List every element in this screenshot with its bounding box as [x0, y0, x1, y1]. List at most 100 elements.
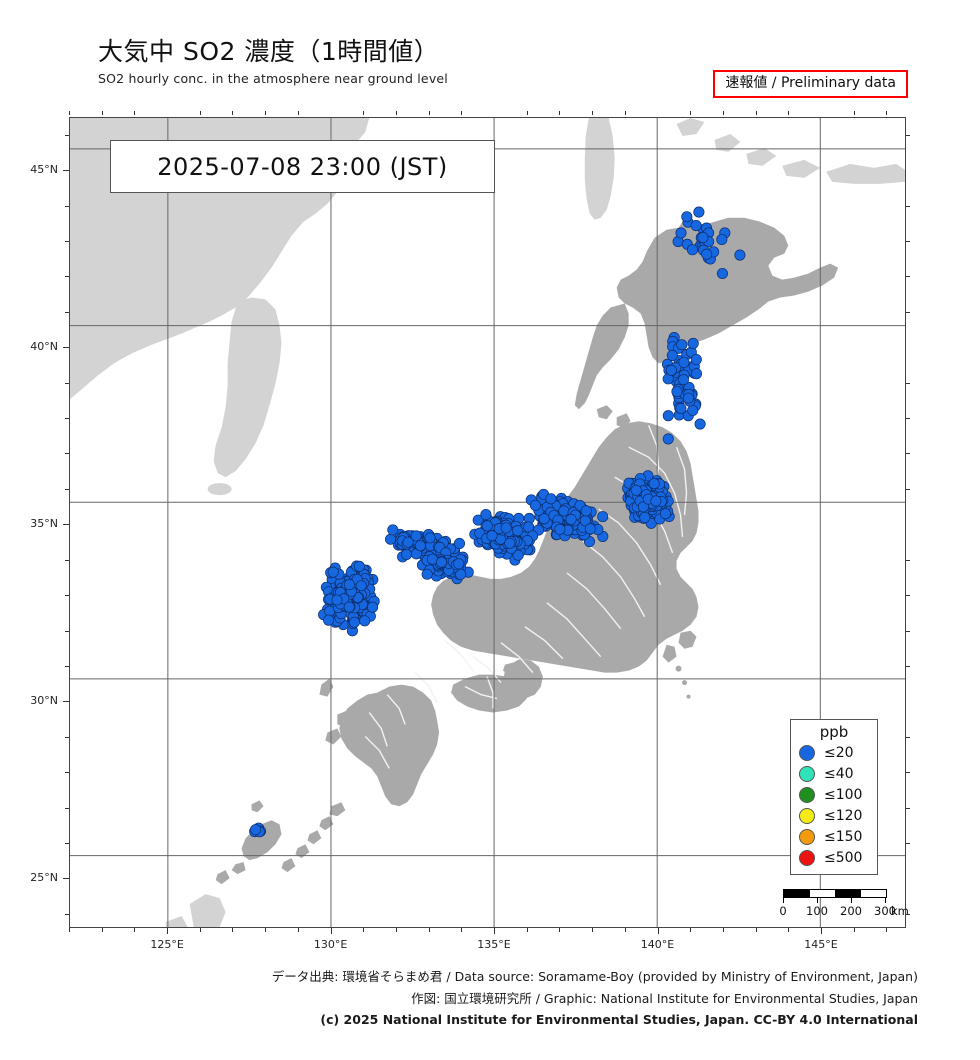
- longitude-tick-label: 145°E: [804, 938, 838, 951]
- station-dot: [675, 227, 687, 239]
- station-dot: [650, 495, 662, 507]
- latitude-minor-tick: [906, 488, 910, 490]
- map-svg: [70, 118, 905, 927]
- scale-bar-tick-label: 300: [874, 904, 896, 918]
- station-dot: [384, 533, 397, 545]
- latitude-minor-tick: [906, 736, 910, 738]
- station-dot: [584, 523, 596, 535]
- timestamp-label: 2025-07-08 23:00 (JST): [157, 152, 448, 181]
- station-dot: [327, 566, 339, 578]
- station-dot: [716, 233, 728, 246]
- station-dot: [538, 513, 550, 525]
- legend-item: ≤20: [791, 742, 877, 763]
- station-dot: [630, 484, 642, 496]
- station-dot: [666, 349, 678, 361]
- station-dot: [678, 356, 690, 368]
- legend-item-label: ≤500: [824, 849, 863, 866]
- longitude-minor-tick: [428, 928, 430, 932]
- longitude-minor-tick: [624, 928, 626, 932]
- station-dot: [676, 339, 688, 351]
- legend-color-swatch: [799, 744, 815, 761]
- station-dot: [580, 505, 592, 517]
- legend-item: ≤100: [791, 784, 877, 805]
- station-dot: [681, 211, 693, 223]
- station-dot: [690, 368, 703, 380]
- longitude-minor-tick: [363, 928, 365, 932]
- longitude-minor-tick: [722, 928, 724, 932]
- longitude-minor-tick: [853, 928, 855, 932]
- station-dot: [250, 824, 262, 836]
- station-dot: [486, 530, 498, 542]
- station-dot: [662, 433, 674, 445]
- legend-item-label: ≤20: [824, 744, 854, 761]
- longitude-minor-tick: [395, 111, 397, 115]
- station-dot: [716, 267, 728, 280]
- station-dot: [597, 511, 609, 523]
- page-title: 大気中 SO2 濃度（1時間値）: [98, 37, 440, 66]
- scale-bar-unit-label: km: [891, 904, 909, 918]
- legend: ppb ≤20 ≤40 ≤100 ≤120 ≤150 ≤500: [790, 719, 878, 875]
- longitude-minor-tick: [461, 111, 463, 115]
- station-dot: [687, 337, 699, 349]
- legend-item: ≤120: [791, 805, 877, 826]
- longitude-minor-tick: [363, 111, 365, 115]
- latitude-minor-tick: [65, 134, 69, 136]
- longitude-tick: [494, 928, 496, 934]
- longitude-minor-tick: [134, 928, 136, 932]
- preliminary-data-badge: 速報値 / Preliminary data: [713, 70, 908, 99]
- latitude-minor-tick: [906, 630, 910, 632]
- longitude-minor-tick: [232, 111, 234, 115]
- station-dot: [348, 616, 360, 628]
- latitude-minor-tick: [65, 807, 69, 809]
- longitude-minor-tick: [199, 111, 201, 115]
- latitude-minor-tick: [906, 205, 910, 207]
- legend-item: ≤150: [791, 826, 877, 847]
- legend-item-label: ≤100: [824, 786, 863, 803]
- station-dot: [677, 374, 689, 386]
- longitude-minor-tick: [69, 928, 70, 932]
- latitude-tick-label: 45°N: [30, 163, 58, 177]
- longitude-minor-tick: [886, 111, 888, 115]
- station-dot: [671, 385, 683, 398]
- latitude-minor-tick: [906, 595, 910, 597]
- longitude-minor-tick: [559, 928, 561, 932]
- station-dot: [410, 530, 422, 542]
- longitude-tick-label: 125°E: [150, 938, 184, 951]
- legend-item: ≤500: [791, 847, 877, 868]
- longitude-minor-tick: [559, 111, 561, 115]
- legend-item-label: ≤120: [824, 807, 863, 824]
- station-dot: [697, 231, 709, 244]
- footer-data-source: データ出典: 環境省そらまめ君 / Data source: Soramame-…: [271, 969, 918, 984]
- latitude-tick: [63, 170, 69, 172]
- station-dot: [480, 508, 492, 521]
- station-dot: [512, 549, 524, 561]
- station-dot: [558, 505, 570, 517]
- station-dot: [662, 410, 674, 422]
- footer-graphic-credit: 作図: 国立環境研究所 / Graphic: National Institut…: [411, 990, 918, 1006]
- legend-color-swatch: [799, 765, 815, 782]
- station-dot: [512, 525, 524, 537]
- longitude-minor-tick: [428, 111, 430, 115]
- scale-bar-segment: [784, 890, 810, 897]
- longitude-tick-label: 130°E: [313, 938, 348, 951]
- map-canvas[interactable]: [69, 117, 906, 928]
- station-dot: [455, 568, 467, 580]
- longitude-tick-label: 135°E: [477, 938, 511, 951]
- latitude-tick-label: 35°N: [30, 517, 58, 531]
- longitude-minor-tick: [788, 928, 790, 932]
- scale-bar-ticks: [783, 898, 887, 903]
- latitude-minor-tick: [65, 843, 69, 844]
- title-block: 大気中 SO2 濃度（1時間値） SO2 hourly conc. in the…: [98, 37, 718, 86]
- latitude-tick-label: 30°N: [30, 694, 58, 708]
- station-dot: [686, 244, 698, 256]
- latitude-minor-tick: [65, 913, 69, 915]
- latitude-minor-tick: [906, 772, 910, 774]
- latitude-minor-tick: [906, 843, 910, 844]
- station-dot: [545, 493, 557, 505]
- station-dot: [367, 601, 379, 613]
- latitude-minor-tick: [65, 240, 69, 242]
- legend-color-swatch: [799, 849, 815, 866]
- legend-item: ≤40: [791, 763, 877, 784]
- station-dot: [690, 353, 702, 366]
- longitude-minor-tick: [101, 111, 103, 115]
